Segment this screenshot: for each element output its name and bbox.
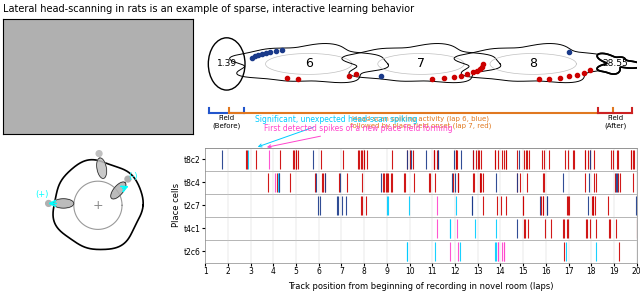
Polygon shape bbox=[111, 182, 126, 199]
X-axis label: Track position from beginning of recording in novel room (laps): Track position from beginning of recordi… bbox=[288, 281, 554, 291]
Text: 6: 6 bbox=[305, 58, 312, 70]
Y-axis label: Place cells: Place cells bbox=[172, 183, 181, 227]
Text: Lateral head-scanning in rats is an example of sparse, interactive learning beha: Lateral head-scanning in rats is an exam… bbox=[3, 4, 414, 14]
Text: 8: 8 bbox=[529, 58, 537, 70]
Text: Field
(After): Field (After) bbox=[604, 115, 627, 129]
Text: First detected spikes of a new place field forming: First detected spikes of a new place fie… bbox=[264, 124, 452, 148]
Text: Significant, unexpected head-scan spiking: Significant, unexpected head-scan spikin… bbox=[255, 115, 418, 147]
Text: 1.39: 1.39 bbox=[216, 60, 237, 68]
Ellipse shape bbox=[209, 38, 245, 90]
Polygon shape bbox=[53, 199, 74, 208]
Circle shape bbox=[96, 151, 102, 157]
Text: Head-scan spiking activity (lap 6, blue)
followed by place-field onset (lap 7, r: Head-scan spiking activity (lap 6, blue)… bbox=[350, 115, 492, 129]
Circle shape bbox=[125, 176, 131, 182]
Text: 28.55: 28.55 bbox=[602, 60, 628, 68]
Text: +: + bbox=[93, 199, 103, 212]
Text: Field
(Before): Field (Before) bbox=[212, 115, 241, 129]
Polygon shape bbox=[597, 53, 640, 74]
Text: 7: 7 bbox=[417, 58, 425, 70]
Circle shape bbox=[45, 201, 51, 206]
Text: (+): (+) bbox=[36, 190, 49, 199]
Polygon shape bbox=[97, 158, 107, 178]
Text: (-): (-) bbox=[129, 172, 138, 181]
